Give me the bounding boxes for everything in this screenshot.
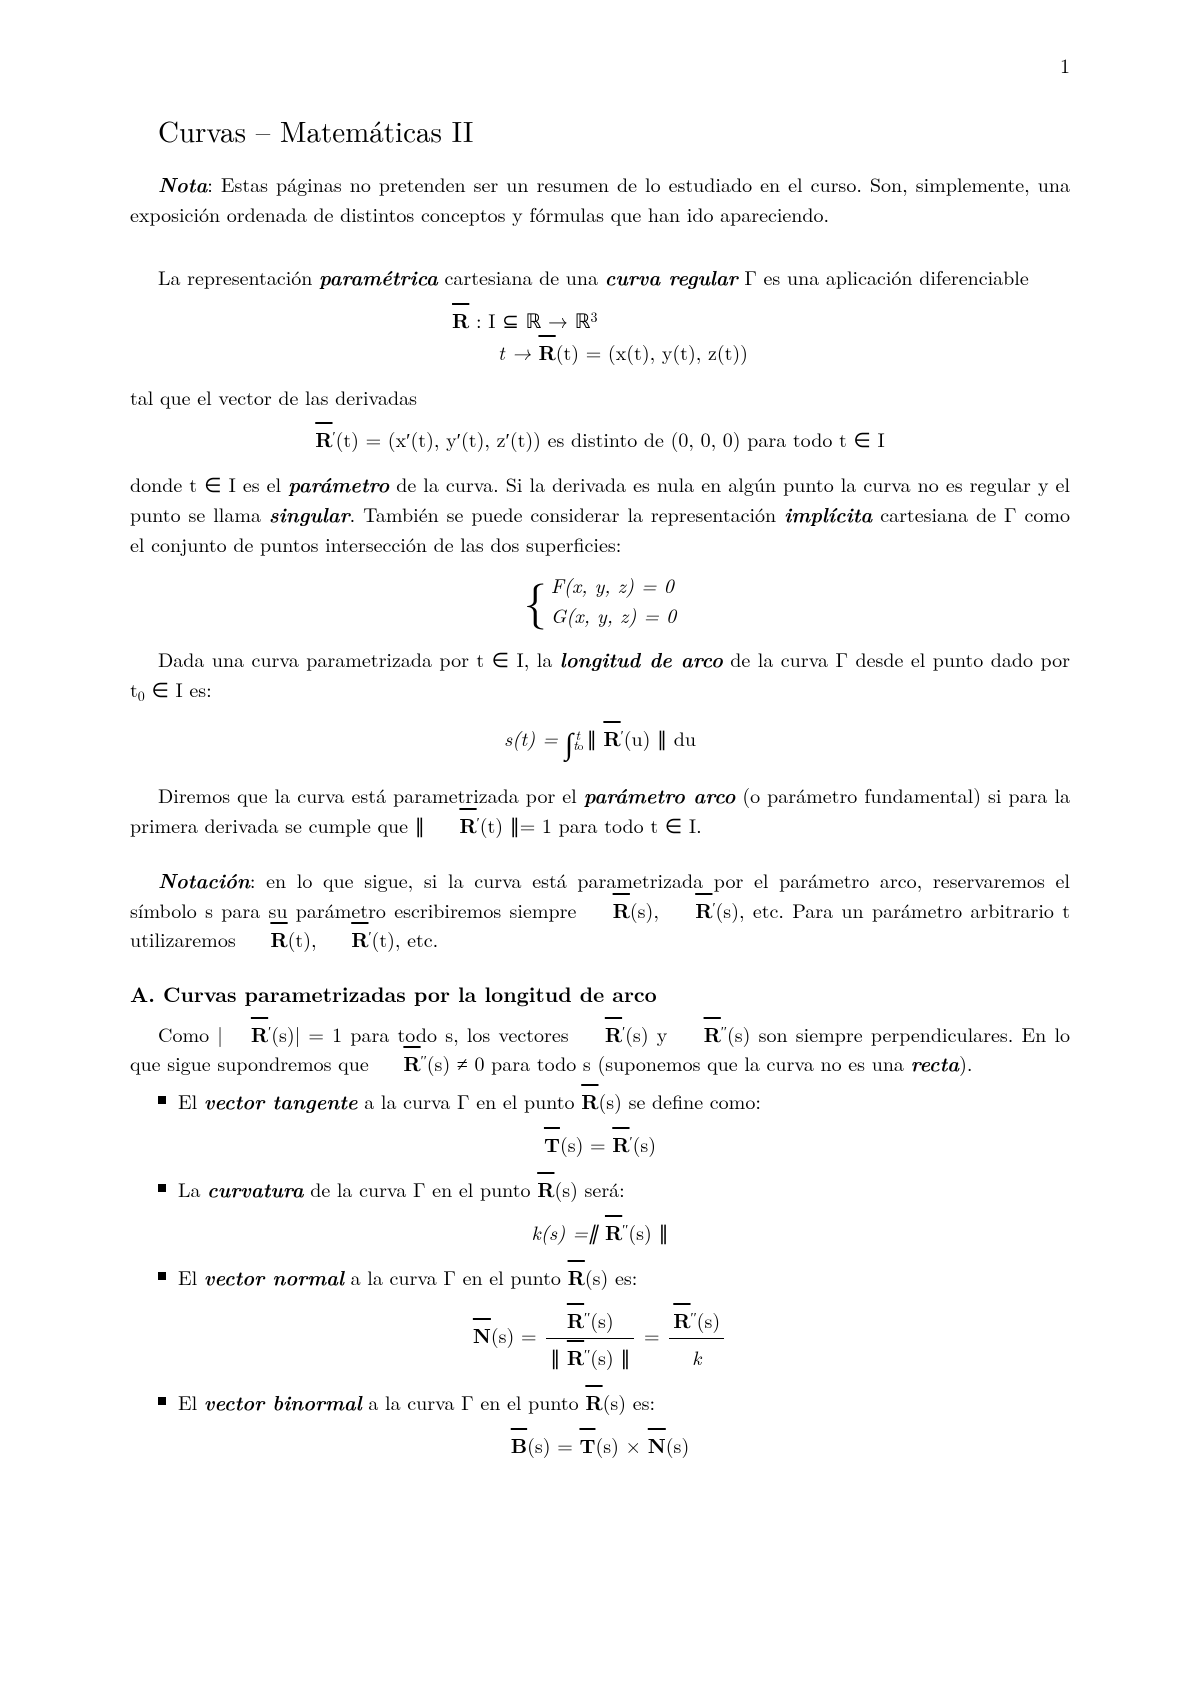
bullet-binormal: El vector binormal a la curva Γ en el pu… xyxy=(130,1387,1070,1417)
bullet-marker-icon xyxy=(158,1184,166,1192)
para-section-a-intro: Como |R′(s)| = 1 para todo s, los vector… xyxy=(130,1019,1070,1078)
para-parametrica: La representación paramétrica cartesiana… xyxy=(130,262,1070,292)
eq-r-prime: R′(t) = (x′(t), y′(t), z′(t)) es distint… xyxy=(130,423,1070,455)
eq-system: { F(x, y, z) = 0 G(x, y, z) = 0 xyxy=(130,570,1070,630)
eq-normal: N(s) = R′′(s) ∥ R′′(s) ∥ = R′′(s) k xyxy=(130,1304,1070,1373)
para-tal-que: tal que el vector de las derivadas xyxy=(130,382,1070,411)
eq-curvatura: k(s) =∥ R′′(s) ∥ xyxy=(130,1216,1070,1248)
para-parametro: donde t ∈ I es el parámetro de la curva.… xyxy=(130,469,1070,558)
bullet-curvatura: La curvatura de la curva Γ en el punto R… xyxy=(130,1174,1070,1204)
bullet-marker-icon xyxy=(158,1096,166,1104)
nota-text: : Estas páginas no pretenden ser un resu… xyxy=(130,169,1070,228)
eq-binormal: B(s) = T(s) × N(s) xyxy=(130,1429,1070,1461)
para-parametro-arco: Diremos que la curva está parametrizada … xyxy=(130,780,1070,839)
section-a-heading: A. Curvas parametrizadas por la longitud… xyxy=(130,979,1070,1009)
bullet-marker-icon xyxy=(158,1397,166,1405)
eq-arc-length: s(t) = ∫tot ∥ R′(u) ∥ du xyxy=(130,718,1070,766)
document-title: Curvas – Matemáticas II xyxy=(130,110,1070,151)
para-longitud: Dada una curva parametrizada por t ∈ I, … xyxy=(130,644,1070,706)
nota-paragraph: Nota: Estas páginas no pretenden ser un … xyxy=(130,169,1070,228)
para-notacion: Notación: en lo que sigue, si la curva e… xyxy=(130,865,1070,953)
bullet-tangent: El vector tangente a la curva Γ en el pu… xyxy=(130,1086,1070,1116)
bullet-normal: El vector normal a la curva Γ en el punt… xyxy=(130,1262,1070,1292)
eq-r-map: R : I ⊆ ℝ → ℝ3 t → R(t) = (x(t), y(t), z… xyxy=(130,304,1070,368)
nota-label: Nota xyxy=(158,170,207,199)
page-number: 1 xyxy=(1060,50,1070,79)
eq-tangent: T(s) = R′(s) xyxy=(130,1128,1070,1160)
page: 1 Curvas – Matemáticas II Nota: Estas pá… xyxy=(0,0,1200,1697)
bullet-marker-icon xyxy=(158,1272,166,1280)
